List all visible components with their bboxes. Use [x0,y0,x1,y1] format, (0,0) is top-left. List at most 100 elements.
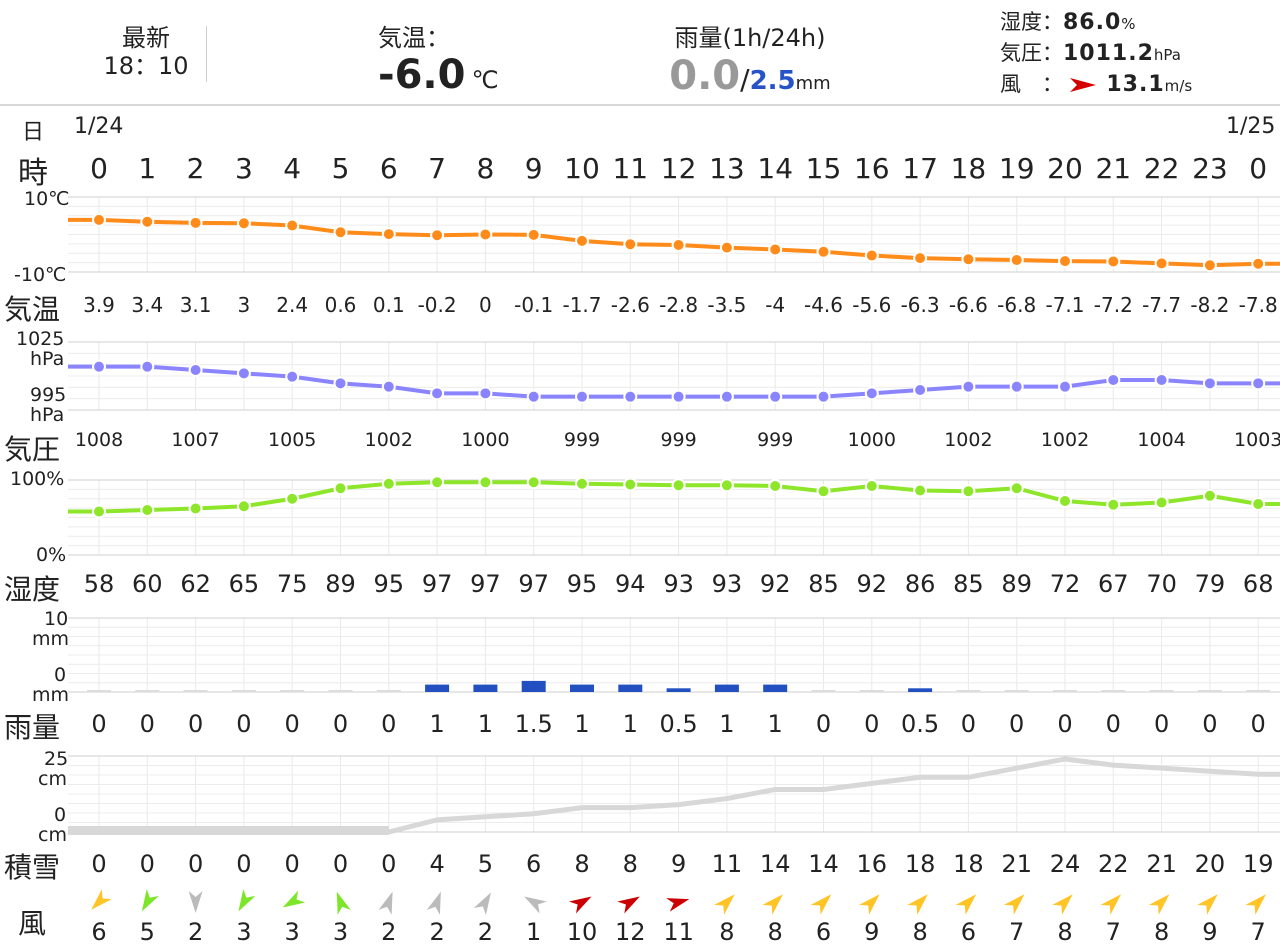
rain-bar [763,684,788,692]
date-end: 1/25 [1226,114,1276,139]
wind-row-label: 風 [18,907,47,940]
rain-bar [376,690,401,692]
temp-value-label: -0.2 [418,293,457,317]
temp-point [236,216,251,231]
snow-value-label: 0 [333,850,348,878]
pressure-value-label: 1007 [171,429,219,451]
snow-value-label: 14 [760,850,791,878]
hour-label: 16 [854,152,890,185]
wind-arrow-icon [714,894,735,915]
wind-speed-label: 7 [1251,918,1266,946]
wind-arrow-shape [666,898,690,912]
humidity-point [913,483,928,498]
humidity-value-label: 95 [567,570,598,598]
wind-arrow-icon [1148,894,1170,915]
temp-value-label: -6.3 [901,293,940,317]
wind-arrow-shape [907,894,928,915]
hour-label: 3 [235,152,253,185]
pressure-value: 1011.2 [1063,41,1154,66]
snow-value-label: 0 [188,850,203,878]
temp-axis-max: 10℃ [24,188,70,210]
humidity-value-label: 67 [1098,570,1129,598]
wind-value: 13.1 [1106,72,1165,97]
pressure-point [188,363,203,377]
pressure-point [1009,379,1024,394]
pressure-point [913,383,928,397]
temp-value-label: 0.6 [325,293,357,317]
humidity-value-label: 89 [325,570,356,598]
rain-value-label: 1 [574,710,589,738]
temp-point [768,242,783,257]
wind-speed-label: 2 [429,918,444,946]
wind-arrow-shape [1245,894,1266,915]
temp-value-label: -7.2 [1094,293,1133,317]
wind-arrow-shape [810,894,832,915]
rain-bar [956,690,981,692]
rain-value-label: 0 [285,710,300,738]
pressure-point [140,359,155,374]
temp-point [575,233,589,248]
snow-value-label: 0 [285,850,300,878]
rain-bar [714,684,739,692]
humidity-point [285,491,300,506]
snow-axis-max: 25 [44,748,69,770]
pressure-point [768,389,783,404]
temp-point [478,227,493,242]
pressure-point [1106,373,1121,387]
hour-label: 5 [332,152,350,185]
current-temperature: 気温： -6.0 ℃ [330,18,540,102]
temp-point [1058,254,1072,269]
rain-label: 雨量(1h/24h) [674,24,826,52]
humidity-value-label: 92 [760,570,791,598]
snow-value-label: 21 [1146,850,1177,878]
wind-arrow-icon [568,896,592,914]
rain-axis-min: 0 [54,664,67,686]
pressure-point [864,386,879,401]
snow-value-label: 20 [1195,850,1226,878]
temp-point [719,240,734,255]
temp-point [188,215,203,230]
hour-label: 14 [757,152,793,185]
temp-point [430,228,445,243]
humidity-point [719,478,734,493]
temp-value-label: 2.4 [276,293,308,317]
wind-arrow-shape [955,894,977,915]
humidity-value-label: 62 [180,570,211,598]
rain-axis-min-unit: mm [32,684,70,706]
rain-bar [908,688,933,692]
humidity-point [1106,497,1121,512]
rain-value-label: 0 [333,710,348,738]
pressure-label: 気圧： [1000,41,1063,65]
humidity-point [1154,495,1169,510]
temp-label: 気温： [378,24,450,52]
rain-value-label: 1 [429,710,444,738]
rain-value-label: 0 [1106,710,1121,738]
rain-bar [1004,690,1029,692]
temp-value-label: 3.1 [180,293,212,317]
humidity-point [236,499,251,514]
snow-value-label: 11 [712,850,743,878]
snow-value-label: 18 [953,850,984,878]
wind-speed-label: 11 [663,918,694,946]
humidity-point [768,479,783,493]
temp-value-label: -7.7 [1142,293,1181,317]
pressure-point [92,359,106,374]
rain-value-label: 0 [864,710,879,738]
humidity-point [961,484,976,499]
wind-speed-label: 2 [381,918,396,946]
snow-axis-min-unit: cm [38,824,67,846]
wind-arrow-shape [714,894,735,915]
humidity-point [92,504,106,519]
hour-label: 10 [564,152,600,185]
temp-value-label: 0.1 [373,293,405,317]
rain-value-label: 1 [719,710,734,738]
pressure-value-label: 999 [660,429,696,451]
humidity-value-label: 92 [857,570,888,598]
wind-speed-label: 6 [961,918,976,946]
snow-value-label: 18 [905,850,936,878]
pressure-value-label: 1008 [75,429,123,451]
wind-speed-label: 8 [719,918,734,946]
rain-value-label: 0 [236,710,251,738]
rain-axis-max: 10 [44,608,69,630]
